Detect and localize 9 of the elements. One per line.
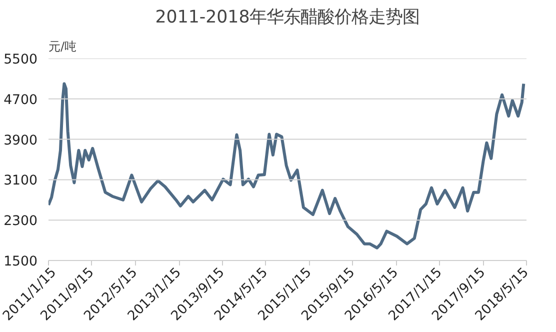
y-tick-label: 5500 [4, 52, 38, 68]
line-series [48, 82, 526, 250]
y-tick-label: 3900 [4, 133, 38, 148]
chart-title: 2011-2018年华东醋酸价格走势图 [155, 8, 420, 28]
y-axis-title: 元/吨 [48, 40, 77, 54]
y-tick-label: 1500 [4, 254, 38, 270]
y-tick-label: 4700 [4, 92, 38, 108]
y-tick-label: 2300 [4, 214, 38, 230]
y-tick-label: 3100 [4, 174, 38, 189]
